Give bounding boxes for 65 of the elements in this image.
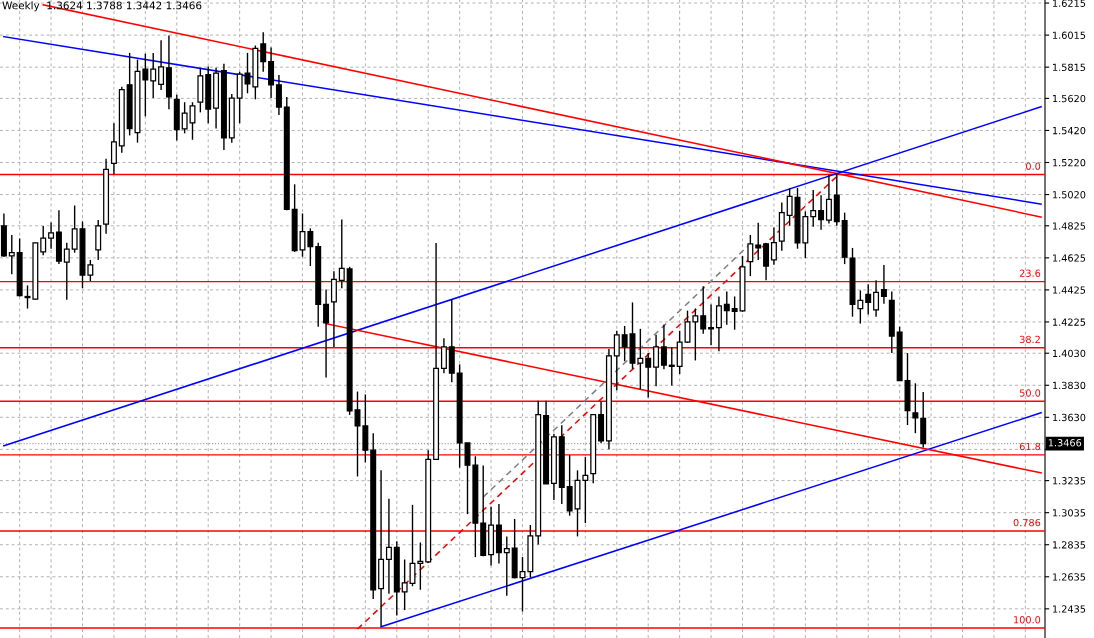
candlestick (818, 194, 825, 231)
annotation: 0.0 (1026, 162, 1041, 170)
annotation: 100.0 (1014, 616, 1041, 624)
candlestick (747, 234, 754, 277)
annotation: 38.2 (1019, 335, 1040, 344)
annotation: 23.6 (1019, 269, 1041, 277)
y-tick-label: 1.5815 (1053, 63, 1086, 71)
candlestick (330, 270, 337, 348)
ref-line-label: 1.3466 (1048, 439, 1082, 447)
candlestick (110, 122, 117, 175)
candlestick (810, 189, 817, 228)
y-tick-label: 1.3035 (1053, 509, 1086, 517)
candlestick (645, 352, 652, 399)
y-tick-label: 1.2435 (1053, 605, 1086, 613)
candlestick (8, 234, 15, 275)
y-tick-label: 1.4825 (1053, 222, 1086, 230)
candlestick (323, 288, 330, 379)
y-tick-label: 1.4030 (1053, 349, 1086, 358)
y-tick-label: 1.3235 (1053, 477, 1086, 485)
y-tick-label: 1.5020 (1053, 191, 1086, 199)
candlestick (880, 264, 887, 305)
candlestick (63, 241, 70, 301)
y-tick-label: 1.3630 (1053, 413, 1086, 422)
candlestick (260, 31, 267, 73)
candlestick (503, 535, 510, 597)
y-tick-label: 1.4225 (1053, 318, 1086, 326)
candlestick (770, 226, 777, 266)
candlestick (700, 285, 707, 335)
candlestick (48, 221, 55, 250)
y-tick-label: 1.5620 (1053, 94, 1086, 103)
annotation: 0.786 (1013, 518, 1041, 527)
y-tick-label: 1.6215 (1053, 0, 1086, 7)
chart-title: Weekly 1.3624 1.3788 1.3442 1.3466 (2, 1, 202, 12)
candlestick (95, 219, 102, 261)
candlestick (338, 218, 345, 290)
candlestick (150, 52, 157, 99)
candlestick (865, 283, 872, 316)
candlestick (715, 295, 722, 352)
y-tick-label: 1.2835 (1053, 541, 1086, 549)
y-tick-label: 1.3830 (1053, 381, 1086, 390)
candlestick (275, 74, 282, 116)
candlestick (385, 498, 392, 595)
candlestick (268, 46, 275, 99)
candlestick (440, 337, 447, 374)
candlestick (613, 330, 620, 391)
annotation: 50.0 (1019, 389, 1041, 397)
candlestick (755, 222, 762, 261)
y-tick-label: 1.5220 (1053, 158, 1086, 167)
candlestick (158, 39, 165, 91)
candlestick (40, 225, 47, 256)
candlestick (723, 290, 730, 326)
candlestick (660, 323, 667, 370)
candlestick (668, 346, 675, 387)
y-tick-label: 1.4425 (1053, 286, 1086, 294)
y-tick-label: 1.2635 (1053, 573, 1086, 581)
candlestick (653, 334, 660, 387)
y-tick-label: 1.6015 (1053, 31, 1086, 39)
candlestick (763, 242, 770, 281)
candlestick (708, 303, 715, 346)
candlestick (873, 279, 880, 318)
candlestick (912, 382, 919, 434)
annotation: 61.8 (1019, 442, 1041, 451)
y-tick-label: 1.5420 (1053, 126, 1086, 135)
y-tick-label: 1.4625 (1053, 254, 1086, 262)
candlestick (825, 174, 832, 225)
